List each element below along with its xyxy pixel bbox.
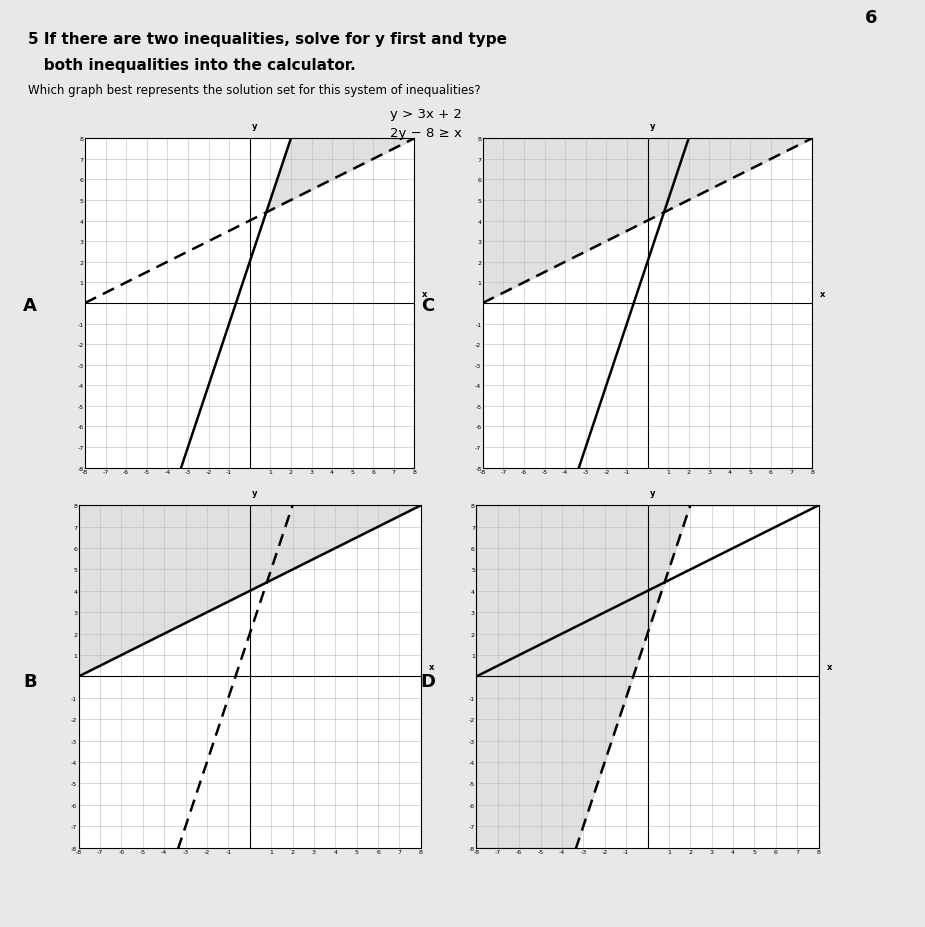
Text: C: C (421, 297, 434, 315)
Text: x: x (422, 289, 427, 298)
Text: 6: 6 (865, 9, 878, 27)
Text: y: y (253, 121, 258, 131)
Text: both inequalities into the calculator.: both inequalities into the calculator. (28, 57, 355, 72)
Text: y: y (650, 489, 656, 497)
Text: y: y (650, 121, 656, 131)
Text: x: x (827, 662, 832, 671)
Text: y > 3x + 2: y > 3x + 2 (389, 108, 462, 121)
Text: y: y (253, 489, 258, 497)
Text: B: B (23, 672, 37, 691)
Text: D: D (421, 672, 436, 691)
Text: 5 If there are two inequalities, solve for y first and type: 5 If there are two inequalities, solve f… (28, 32, 507, 47)
Text: Which graph best represents the solution set for this system of inequalities?: Which graph best represents the solution… (28, 83, 480, 96)
Text: A: A (23, 297, 37, 315)
Text: 2y − 8 ≥ x: 2y − 8 ≥ x (389, 127, 462, 140)
Text: x: x (820, 289, 825, 298)
Text: x: x (429, 662, 434, 671)
